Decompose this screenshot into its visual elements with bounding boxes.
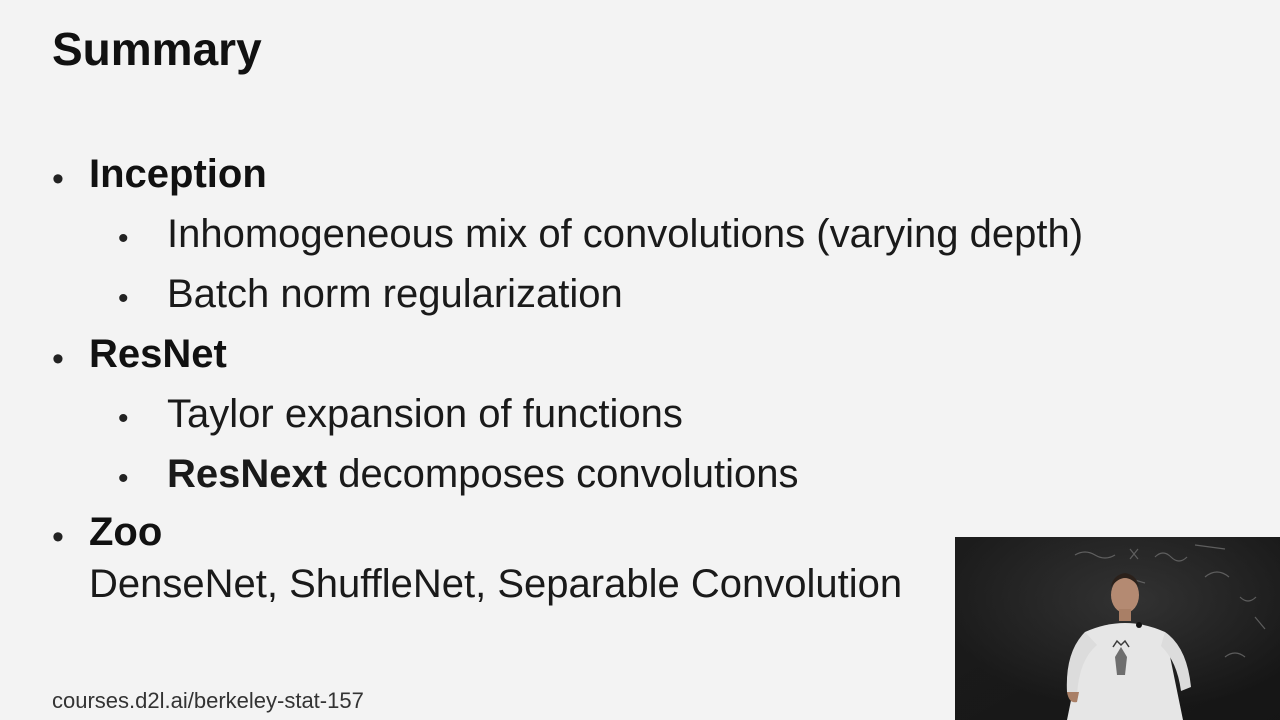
subitem-batch-norm: Batch norm regularization — [167, 272, 623, 316]
presenter-video-inset — [955, 537, 1280, 720]
bullet-icon: • — [118, 282, 129, 315]
slide-title: Summary — [52, 23, 262, 75]
bullet-icon: • — [52, 518, 64, 556]
presenter-video-icon — [955, 537, 1280, 720]
bullet-icon: • — [118, 222, 129, 255]
bullet-icon: • — [118, 462, 129, 495]
subitem-resnext: ResNext decomposes convolutions — [167, 452, 798, 497]
subitem-inhomogeneous-mix: Inhomogeneous mix of convolutions (varyi… — [167, 212, 1084, 256]
subitem-resnext-text: decomposes convolutions — [327, 452, 799, 496]
item-heading-resnet: ResNet — [89, 332, 227, 376]
item-heading-zoo: Zoo — [89, 510, 163, 554]
bullet-icon: • — [52, 160, 64, 198]
zoo-continuation: DenseNet, ShuffleNet, Separable Convolut… — [89, 562, 903, 606]
footer-url: courses.d2l.ai/berkeley-stat-157 — [52, 688, 364, 713]
bullet-icon: • — [52, 340, 64, 378]
bullet-icon: • — [118, 402, 129, 435]
item-heading-inception: Inception — [89, 152, 267, 196]
subitem-taylor-expansion: Taylor expansion of functions — [167, 392, 683, 436]
subitem-resnext-bold: ResNext — [167, 452, 328, 496]
